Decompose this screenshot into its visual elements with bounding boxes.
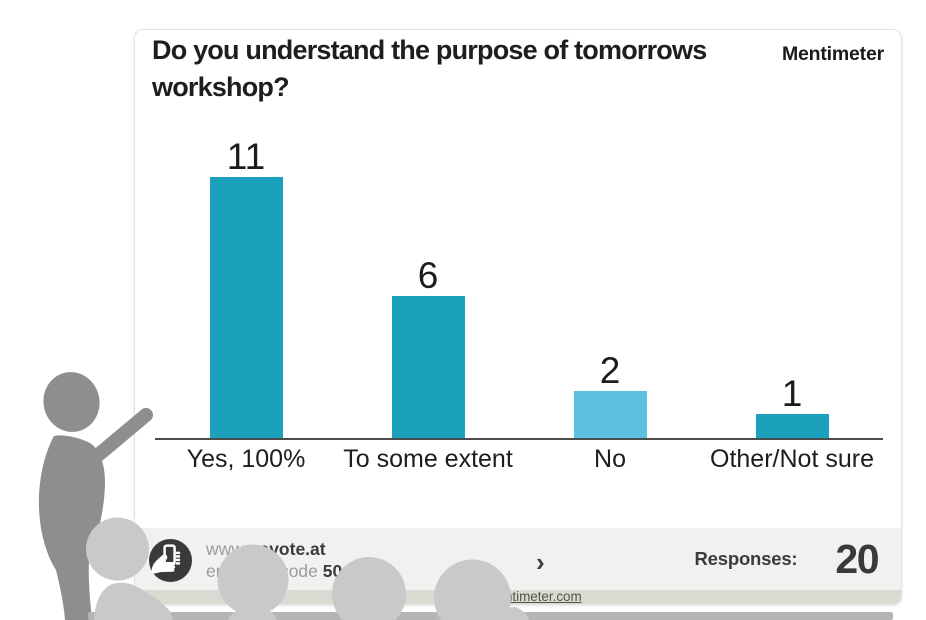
mentimeter-link[interactable]: www.mentimeter.com (454, 589, 582, 604)
question-title: Do you understand the purpose of tomorro… (152, 35, 707, 102)
phone-in-hand-icon (149, 539, 192, 582)
join-code-prefix: enter the code (206, 561, 323, 581)
floor-band (88, 612, 893, 620)
presenter-head (43, 372, 100, 432)
finger-shapes (175, 551, 181, 565)
bar-value-label: 1 (781, 373, 803, 415)
chart-bar (573, 390, 647, 438)
bar-category-label: To some extent (343, 445, 513, 473)
join-code-line: enter the code 50 (206, 560, 342, 582)
next-slide-chevron-icon[interactable]: › (536, 547, 545, 577)
slide-card: Do you understand the purpose of tomorro… (134, 29, 902, 605)
responses-count: 20 (835, 535, 879, 582)
join-url-prefix: www. (206, 539, 248, 559)
bar-value-label: 11 (226, 136, 266, 177)
mentimeter-strip: www.mentimeter.com (135, 590, 901, 604)
responses: Responses: 20 (694, 528, 880, 590)
mentimeter-logo: Mentimeter (781, 43, 884, 65)
audience-shoulders (498, 607, 529, 620)
join-url-bold: govote.at (247, 539, 326, 559)
chart-bar (209, 177, 283, 438)
bar-category-label: No (594, 445, 626, 473)
join-instructions: www.govote.at enter the code 50 (206, 538, 342, 582)
hand-shape (151, 554, 176, 574)
bar-value-label: 6 (417, 254, 439, 296)
bar-chart: 11 Yes, 100% 6 To some extent 2 No 1 Other/Not … (155, 30, 883, 500)
bar-value-label: 2 (599, 349, 621, 391)
bar-category-label: Other/Not sure (710, 445, 874, 473)
audience-shoulders (228, 606, 277, 620)
chart-bar (391, 295, 465, 438)
presenter-body (38, 435, 105, 620)
chart-bar (755, 414, 829, 438)
footer-bar: www.govote.at enter the code 50 › Respon… (135, 528, 901, 590)
responses-label: Responses: (694, 548, 798, 569)
join-code-bold: 50 (322, 561, 343, 581)
join-url-line: www.govote.at (206, 538, 342, 560)
bar-category-label: Yes, 100% (186, 445, 306, 473)
x-axis-line (155, 438, 883, 440)
